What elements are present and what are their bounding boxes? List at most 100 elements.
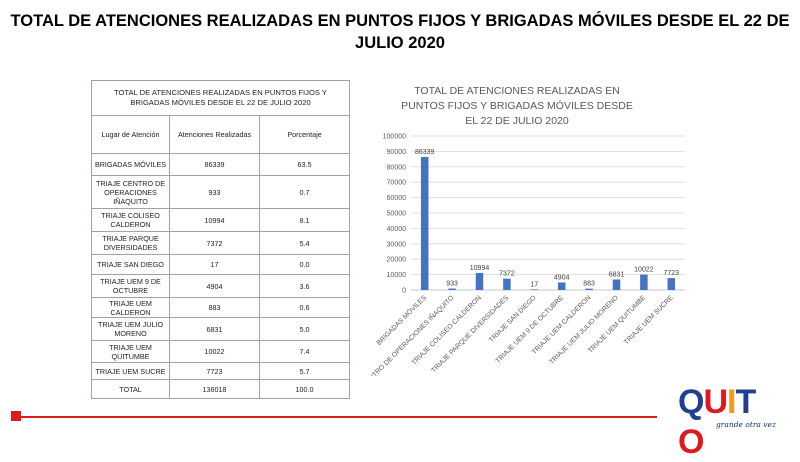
chart-bar (585, 288, 593, 290)
chart-bar (503, 278, 511, 290)
table-row: TRIAJE PARQUE DIVERSIDADES 7372 5.4 (91, 231, 350, 255)
decorative-red-square (11, 411, 21, 421)
table-cell-percentage: 5.0 (259, 317, 350, 341)
y-tick-label: 0 (402, 288, 406, 295)
table-cell-location: TOTAL (91, 379, 170, 399)
logo-letter: Q (678, 383, 704, 421)
table-row: TRIAJE UEM QUITUMBE 10022 7.4 (91, 340, 350, 363)
decorative-red-line (20, 416, 657, 418)
table-cell-count: 10994 (169, 208, 260, 232)
table-cell-count: 10022 (169, 340, 260, 363)
chart-title-line: PUNTOS FIJOS Y BRIGADAS MÓVILES DESDE (401, 99, 633, 112)
table-cell-location: TRIAJE UEM JULIO MORENO (91, 317, 170, 341)
table-cell-percentage: 8.1 (259, 208, 350, 232)
table-row: TRIAJE UEM 9 DE OCTUBRE 4904 3.6 (91, 274, 350, 298)
table-row: TRIAJE UEM JULIO MORENO 6831 5.0 (91, 317, 350, 341)
chart-bar (420, 157, 429, 290)
quito-logo-tagline: grande otra vez (716, 420, 776, 429)
chart-title-line: EL 22 DE JULIO 2020 (465, 115, 569, 127)
quito-logo-wordmark: QUITO (678, 382, 778, 462)
table-cell-location: TRIAJE COLISEO CALDERON (91, 208, 170, 232)
chart-bar (667, 278, 676, 290)
page-title: TOTAL DE ATENCIONES REALIZADAS EN PUNTOS… (10, 12, 790, 52)
table-cell-count: 7372 (169, 231, 260, 255)
x-tick-label: TRIAJE SAN DIEGO (488, 294, 538, 344)
table-cell-count: 883 (169, 297, 260, 318)
table-cell-location: TRIAJE UEM CALDERON (91, 297, 170, 318)
chart-bar (475, 273, 484, 290)
chart-data-label: 10022 (634, 267, 654, 274)
chart-data-label: 933 (446, 281, 458, 288)
table-cell-count: 136018 (169, 379, 260, 399)
y-tick-label: 60000 (387, 195, 407, 202)
table-cell-location: TRIAJE SAN DIEGO (91, 254, 170, 275)
logo-letter: U (703, 383, 728, 421)
table-cell-percentage: 100.0 (259, 379, 350, 399)
chart-bar (640, 274, 648, 290)
table-cell-percentage: 5.7 (259, 362, 350, 380)
table-header-row: Lugar de Atención Atenciones Realizadas Po… (91, 115, 350, 154)
table-cell-count: 17 (169, 254, 260, 275)
x-tick-label: TRIAJE UEM SUCRE (623, 294, 675, 346)
y-tick-label: 90000 (387, 149, 407, 156)
table-cell-percentage: 3.6 (259, 274, 350, 298)
chart-data-label: 10994 (470, 265, 490, 272)
chart-data-label: 7723 (664, 270, 680, 277)
table-cell-percentage: 0.7 (259, 175, 350, 209)
table-cell-location: BRIGADAS MÓVILES (91, 153, 170, 176)
table-cell-location: TRIAJE PARQUE DIVERSIDADES (91, 231, 170, 255)
table-row: TRIAJE CENTRO DE OPERACIONES IÑAQUITO 933… (91, 175, 350, 209)
y-tick-label: 80000 (387, 164, 407, 171)
logo-letter: O (678, 423, 704, 461)
bar-chart-svg: TOTAL DE ATENCIONES REALIZADAS EN PUNTOS … (342, 85, 685, 407)
chart-data-label: 86339 (415, 149, 435, 156)
table-cell-location: TRIAJE UEM SUCRE (91, 362, 170, 380)
chart-data-label: 7372 (499, 271, 515, 278)
bar-chart: TOTAL DE ATENCIONES REALIZADAS EN PUNTOS … (342, 80, 695, 407)
y-tick-label: 30000 (387, 241, 407, 248)
chart-data-label: 883 (583, 281, 595, 288)
table-header-cell: Porcentaje (259, 115, 350, 154)
attendance-table: TOTAL DE ATENCIONES REALIZADAS EN PUNTOS… (91, 80, 350, 399)
table-row: TRIAJE UEM CALDERON 883 0.6 (91, 297, 350, 318)
table-cell-count: 7723 (169, 362, 260, 380)
table-cell-percentage: 5.4 (259, 231, 350, 255)
table-cell-count: 933 (169, 175, 260, 209)
quito-logo: QUITO grande otra vez (678, 382, 778, 461)
table-row: TRIAJE SAN DIEGO 17 0.0 (91, 254, 350, 275)
chart-bar (448, 288, 456, 290)
chart-bar (557, 282, 566, 290)
x-tick-label: BRIGADAS MÓVILES (374, 293, 428, 347)
table-cell-percentage: 0.0 (259, 254, 350, 275)
table-cell-count: 86339 (169, 153, 260, 176)
chart-bar (530, 289, 539, 290)
table-header-cell: Atenciones Realizadas (169, 115, 260, 154)
table-cell-count: 6831 (169, 317, 260, 341)
table-cell-location: TRIAJE UEM QUITUMBE (91, 340, 170, 363)
table-header-cell: Lugar de Atención (91, 115, 170, 154)
chart-title-line: TOTAL DE ATENCIONES REALIZADAS EN (414, 85, 620, 97)
table-cell-location: TRIAJE UEM 9 DE OCTUBRE (91, 274, 170, 298)
table-cell-percentage: 7.4 (259, 340, 350, 363)
table-row: TRIAJE UEM SUCRE 7723 5.7 (91, 362, 350, 380)
y-tick-label: 50000 (387, 211, 407, 218)
table-caption: TOTAL DE ATENCIONES REALIZADAS EN PUNTOS… (91, 80, 350, 116)
table-cell-percentage: 0.6 (259, 297, 350, 318)
table-cell-percentage: 63.5 (259, 153, 350, 176)
y-tick-label: 20000 (387, 257, 407, 264)
y-tick-label: 40000 (387, 226, 407, 233)
table-row: TRIAJE COLISEO CALDERON 10994 8.1 (91, 208, 350, 232)
table-row: BRIGADAS MÓVILES 86339 63.5 (91, 153, 350, 176)
table-total-row: TOTAL 136018 100.0 (91, 379, 350, 399)
y-tick-label: 10000 (387, 272, 407, 279)
chart-bar (612, 279, 621, 290)
logo-letter: I (727, 383, 737, 421)
chart-data-label: 4904 (554, 274, 570, 281)
logo-letter: T (735, 383, 756, 421)
chart-data-label: 17 (530, 281, 538, 288)
y-tick-label: 100000 (383, 134, 406, 141)
table-cell-location: TRIAJE CENTRO DE OPERACIONES IÑAQUITO (91, 175, 170, 209)
chart-data-label: 6831 (609, 271, 625, 278)
attendance-table-container: TOTAL DE ATENCIONES REALIZADAS EN PUNTOS… (91, 80, 350, 399)
table-caption-row: TOTAL DE ATENCIONES REALIZADAS EN PUNTOS… (91, 80, 350, 116)
